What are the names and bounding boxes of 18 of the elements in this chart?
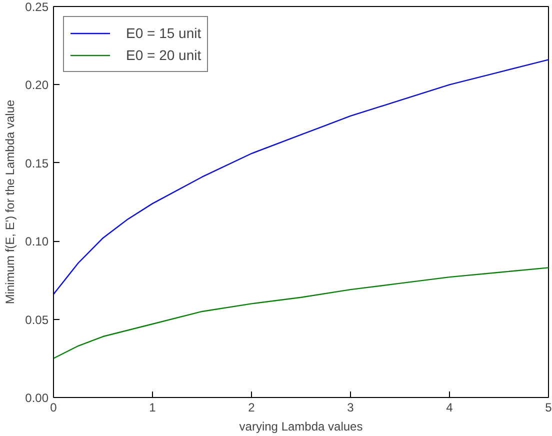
x-tick-label: 3 xyxy=(347,400,354,414)
line-series xyxy=(54,59,548,295)
x-tick-label: 2 xyxy=(248,400,256,414)
x-tick-label: 5 xyxy=(545,400,552,414)
y-tick-label: 0.00 xyxy=(25,391,49,405)
y-tick-label: 0.25 xyxy=(25,0,49,14)
legend-label: E0 = 15 unit xyxy=(126,25,202,41)
y-tick-label: 0.05 xyxy=(25,312,49,327)
y-tick-label: 0.15 xyxy=(25,156,49,170)
x-axis-title: varying Lambda values xyxy=(239,420,363,434)
x-tick-label: 0 xyxy=(50,400,58,414)
legend-label: E0 = 20 unit xyxy=(126,47,202,63)
y-tick-label: 0.20 xyxy=(25,78,49,92)
x-tick-label: 4 xyxy=(446,400,454,414)
x-tick-label: 1 xyxy=(149,400,156,414)
y-tick-label: 0.10 xyxy=(25,234,49,249)
line-series xyxy=(54,267,548,359)
y-axis-title: Minimum f(E, E') for the Lambda value xyxy=(3,99,18,304)
